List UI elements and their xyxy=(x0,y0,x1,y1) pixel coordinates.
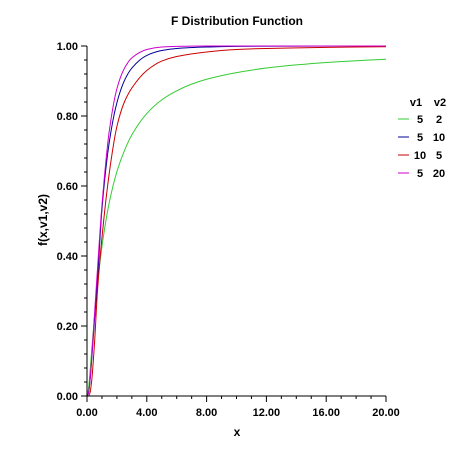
legend-v1: 5 xyxy=(417,114,423,126)
legend-header-v2: v2 xyxy=(434,97,446,109)
series-line-5-10 xyxy=(86,45,387,397)
x-tick-label: 8.00 xyxy=(196,407,217,419)
x-axis-label: x xyxy=(234,425,241,439)
y-tick-label: 0.80 xyxy=(57,111,78,123)
x-tick-label: 0.00 xyxy=(76,407,97,419)
legend-v2: 20 xyxy=(433,168,445,180)
y-tick-label: 1.00 xyxy=(57,41,78,53)
y-tick-label: 0.20 xyxy=(57,321,78,333)
series-line-5-2 xyxy=(86,58,387,397)
legend-header-v1: v1 xyxy=(410,97,422,109)
series-line-10-5 xyxy=(86,46,387,397)
legend-v2: 10 xyxy=(433,132,445,144)
axes: 0.00 0.20 0.40 0.60 0.80 1.00 0.00 4.00 8.00 12.0… xyxy=(57,41,400,419)
x-tick-label: 4.00 xyxy=(136,407,157,419)
legend-v1: 10 xyxy=(414,150,426,162)
legend-v2: 5 xyxy=(436,150,442,162)
series-line-5-20 xyxy=(86,45,386,397)
y-tick-label: 0.00 xyxy=(57,391,78,403)
y-tick-label: 0.60 xyxy=(57,181,78,193)
y-tick-label: 0.40 xyxy=(57,251,78,263)
y-axis-label: f(x,v1,v2) xyxy=(36,194,50,246)
x-tick-label: 20.00 xyxy=(372,407,400,419)
chart-title: F Distribution Function xyxy=(171,14,303,28)
legend-v2: 2 xyxy=(436,114,442,126)
x-tick-label: 16.00 xyxy=(312,407,340,419)
legend-v1: 5 xyxy=(417,132,423,144)
legend-v1: 5 xyxy=(417,168,423,180)
legend: v1 v2 5 2 5 10 10 5 5 20 xyxy=(398,97,446,180)
plot-area xyxy=(86,45,387,397)
x-tick-label: 12.00 xyxy=(253,407,281,419)
